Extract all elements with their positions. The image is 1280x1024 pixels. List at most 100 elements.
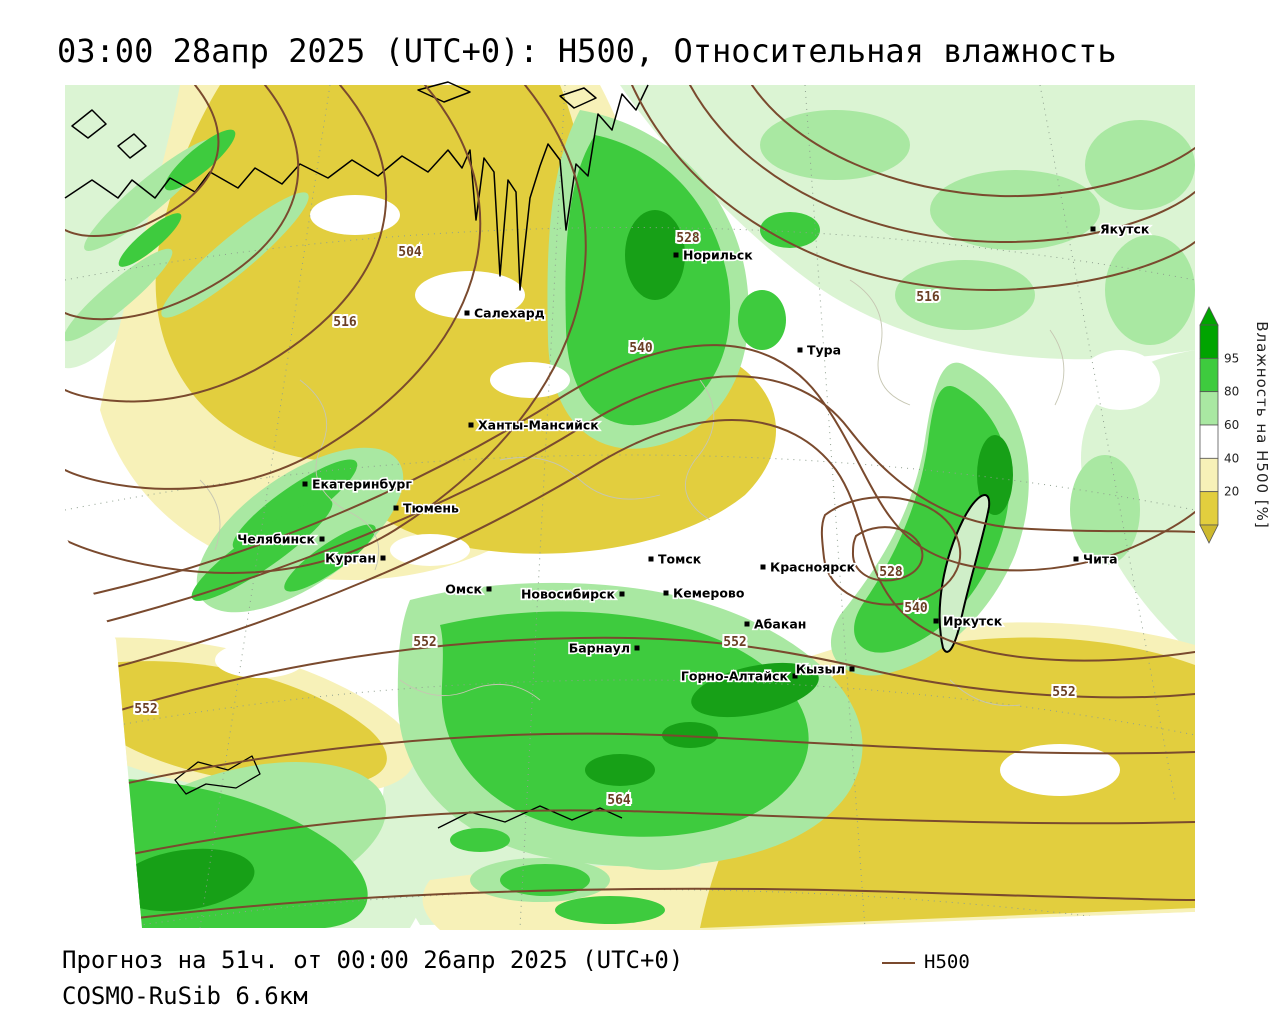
contour-labels: 504 516 528 540 516 528 540 552 552 552 552 564 <box>132 229 1077 810</box>
colorbar-tick-label: 20 <box>1224 485 1239 499</box>
colorbar-segment <box>1199 391 1219 426</box>
forecast-info: Прогноз на 51ч. от 00:00 26апр 2025 (UTC… <box>62 946 684 974</box>
city-marker: Чита <box>1073 550 1119 568</box>
contour-height-label: 552 <box>413 635 436 650</box>
colorbar-tick-label: 60 <box>1224 418 1239 432</box>
city-label: Кызыл <box>796 662 845 677</box>
contour-height-label: 552 <box>134 702 157 717</box>
humidity-field <box>65 85 1195 932</box>
city-markers: Якутск Норильск Салехард Тура Ханты-Мансийск… <box>236 220 1152 685</box>
city-label: Новосибирск <box>521 587 616 602</box>
city-label: Тюмень <box>403 501 459 516</box>
weather-map: 504 516 528 540 516 528 540 552 552 552 552 564 Яку… <box>64 81 1271 932</box>
height-contours <box>65 85 1195 929</box>
city-marker: Якутск <box>1090 220 1152 238</box>
city-dot <box>634 645 640 651</box>
city-dot <box>648 556 654 562</box>
city-marker: Томск <box>648 550 703 568</box>
colorbar-arrow-top <box>1199 306 1219 326</box>
city-marker: Барнаул <box>567 639 640 657</box>
city-dot <box>744 621 750 627</box>
city-dot <box>1090 226 1096 232</box>
city-label: Салехард <box>474 306 545 321</box>
contour-height-label: 516 <box>916 290 940 305</box>
contour-height-label: 540 <box>904 601 928 616</box>
city-label: Якутск <box>1100 222 1150 237</box>
city-marker: Екатеринбург <box>302 475 414 493</box>
colorbar-segment <box>1199 324 1219 359</box>
city-dot <box>1073 556 1079 562</box>
city-label: Барнаул <box>569 641 630 656</box>
coastlines <box>64 81 991 829</box>
colorbar-segment <box>1199 457 1219 493</box>
city-marker: Салехард <box>464 304 546 322</box>
city-label: Омск <box>445 582 482 597</box>
h500-legend-label: H500 <box>924 951 970 973</box>
colorbar-tick-label: 40 <box>1224 451 1239 465</box>
city-label: Горно-Алтайск <box>681 669 789 684</box>
city-marker: Горно-Алтайск <box>679 667 798 685</box>
city-label: Чита <box>1083 552 1118 567</box>
contour-height-label: 516 <box>333 315 357 330</box>
city-label: Тура <box>807 343 841 358</box>
model-info: COSMO-RuSib 6.6км <box>62 982 308 1010</box>
city-marker: Челябинск <box>236 530 325 548</box>
city-marker: Тура <box>797 341 843 359</box>
city-marker: Тюмень <box>393 499 461 517</box>
contour-height-label: 504 <box>398 245 422 260</box>
city-marker: Кемерово <box>663 584 746 602</box>
city-label: Иркутск <box>943 614 1003 629</box>
city-marker: Красноярск <box>760 558 857 576</box>
contour-height-label: 540 <box>629 341 653 356</box>
contour-height-label: 528 <box>879 565 903 580</box>
city-dot <box>933 618 939 624</box>
city-marker: Ханты-Мансийск <box>468 416 601 434</box>
city-dot <box>464 310 470 316</box>
city-marker: Норильск <box>673 246 755 264</box>
city-label: Норильск <box>683 248 753 263</box>
city-dot <box>468 422 474 428</box>
city-marker: Иркутск <box>933 612 1004 630</box>
colorbar-segment <box>1199 424 1219 459</box>
city-label: Кемерово <box>673 586 745 601</box>
contour-height-label: 552 <box>1052 685 1075 700</box>
city-dot <box>673 252 679 258</box>
city-label: Абакан <box>754 617 806 632</box>
h500-legend-line-icon <box>882 961 915 964</box>
city-dot <box>619 591 625 597</box>
colorbar: 95 80 60 40 20 <box>1199 306 1239 544</box>
colorbar-tick-label: 80 <box>1224 385 1239 399</box>
city-label: Курган <box>325 551 376 566</box>
city-dot <box>792 673 798 679</box>
city-dot <box>319 536 325 542</box>
colorbar-tick-label: 95 <box>1224 351 1239 365</box>
colorbar-axis-label: Влажность на H500 [%] <box>1253 321 1271 529</box>
city-dot <box>663 590 669 596</box>
city-label: Красноярск <box>770 560 856 575</box>
city-dot <box>393 505 399 511</box>
contour-height-label: 564 <box>607 793 631 808</box>
colorbar-segment <box>1199 491 1219 526</box>
city-label: Челябинск <box>237 532 315 547</box>
city-dot <box>486 586 492 592</box>
page-title: 03:00 28апр 2025 (UTC+0): H500, Относите… <box>57 32 1117 70</box>
h500-legend: H500 <box>882 951 970 973</box>
city-label: Ханты-Мансийск <box>478 418 599 433</box>
city-dot <box>797 347 803 353</box>
contour-height-label: 528 <box>676 231 700 246</box>
city-dot <box>760 564 766 570</box>
city-label: Томск <box>658 552 702 567</box>
city-marker: Омск <box>444 580 492 598</box>
city-dot <box>380 555 386 561</box>
city-marker: Новосибирск <box>519 585 625 603</box>
colorbar-segment <box>1199 357 1219 393</box>
city-dot <box>302 481 308 487</box>
city-dot <box>849 666 855 672</box>
contour-height-label: 552 <box>723 635 746 650</box>
lake-baikal <box>938 494 991 653</box>
colorbar-arrow-bottom <box>1199 524 1219 544</box>
city-label: Екатеринбург <box>312 477 412 492</box>
city-marker: Курган <box>323 549 386 567</box>
city-marker: Абакан <box>744 615 808 633</box>
